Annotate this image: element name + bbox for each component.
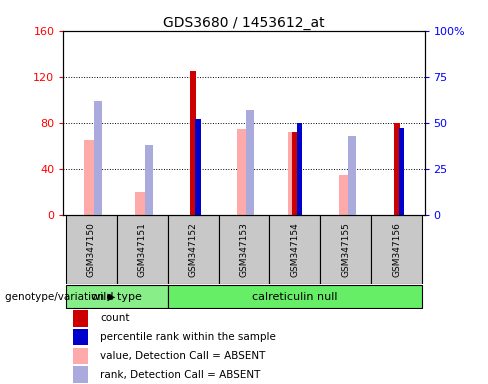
Bar xyxy=(237,129,251,215)
Bar xyxy=(399,128,404,215)
Bar xyxy=(94,101,102,215)
Text: rank, Detection Call = ABSENT: rank, Detection Call = ABSENT xyxy=(100,370,261,380)
Bar xyxy=(297,123,302,215)
Bar xyxy=(190,71,196,215)
Text: GSM347152: GSM347152 xyxy=(189,222,198,277)
Bar xyxy=(84,140,99,215)
Text: percentile rank within the sample: percentile rank within the sample xyxy=(100,332,276,342)
Text: value, Detection Call = ABSENT: value, Detection Call = ABSENT xyxy=(100,351,265,361)
Bar xyxy=(135,192,149,215)
Bar xyxy=(292,132,298,215)
Bar xyxy=(73,310,88,327)
Bar xyxy=(320,215,371,284)
Bar xyxy=(66,285,168,308)
Bar xyxy=(73,329,88,346)
Bar xyxy=(168,285,422,308)
Bar xyxy=(168,215,219,284)
Bar xyxy=(371,215,422,284)
Bar xyxy=(145,145,153,215)
Text: count: count xyxy=(100,313,129,323)
Bar xyxy=(73,348,88,364)
Text: GSM347154: GSM347154 xyxy=(290,222,299,277)
Bar xyxy=(246,110,254,215)
Text: GSM347153: GSM347153 xyxy=(240,222,248,277)
Text: GSM347156: GSM347156 xyxy=(392,222,401,277)
Title: GDS3680 / 1453612_at: GDS3680 / 1453612_at xyxy=(163,16,325,30)
Bar xyxy=(73,366,88,383)
Text: genotype/variation ▶: genotype/variation ▶ xyxy=(5,291,115,302)
Bar xyxy=(288,132,302,215)
Bar xyxy=(339,175,353,215)
Bar xyxy=(66,215,117,284)
Text: GSM347150: GSM347150 xyxy=(87,222,96,277)
Text: GSM347155: GSM347155 xyxy=(341,222,350,277)
Text: wild type: wild type xyxy=(91,291,142,302)
Bar xyxy=(117,215,168,284)
Bar xyxy=(348,136,356,215)
Bar xyxy=(393,123,400,215)
Bar xyxy=(196,119,201,215)
Bar xyxy=(219,215,269,284)
Text: calreticulin null: calreticulin null xyxy=(252,291,338,302)
Text: GSM347151: GSM347151 xyxy=(138,222,147,277)
Bar xyxy=(269,215,320,284)
